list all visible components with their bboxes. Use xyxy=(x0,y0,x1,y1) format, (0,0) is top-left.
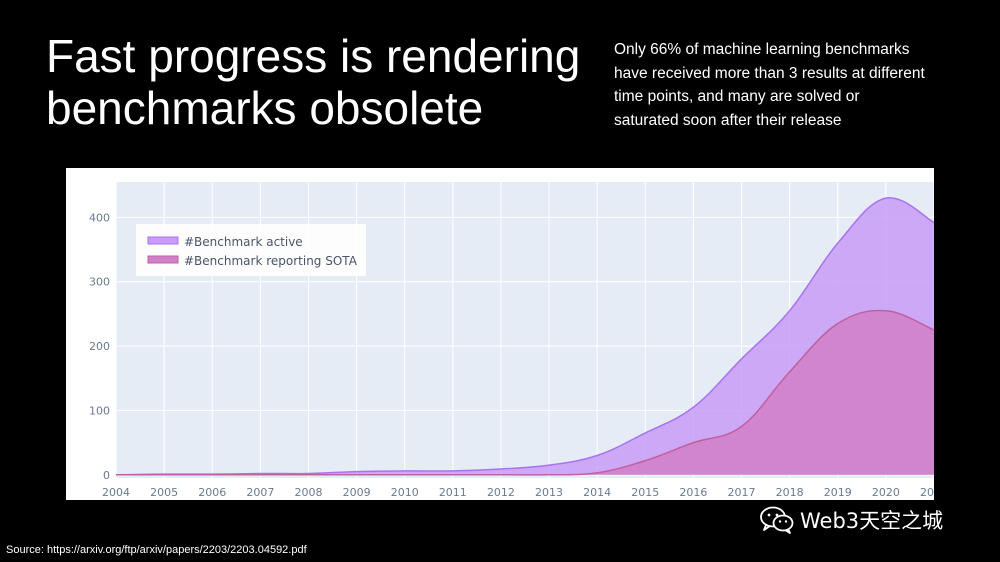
legend-swatch xyxy=(147,255,179,264)
x-tick-label: 2007 xyxy=(246,486,274,499)
benchmark-sota-line xyxy=(116,309,934,476)
x-tick-label: 2015 xyxy=(631,486,659,499)
watermark: Web3天空之城 xyxy=(760,506,943,534)
x-tick-label: 2017 xyxy=(728,486,756,499)
x-tick-label: 2005 xyxy=(150,486,178,499)
x-tick-label: 2006 xyxy=(198,486,226,499)
subtitle-line-2: have received more than 3 results at dif… xyxy=(614,64,925,82)
y-tick-label: 300 xyxy=(89,276,110,289)
title-line-2: benchmarks obsolete xyxy=(46,82,484,134)
chart-legend: #Benchmark active #Benchmark reporting SO… xyxy=(136,224,366,276)
x-axis-ticks: 2004 2005 2006 2007 2008 2009 2010 2011 2012 2013… xyxy=(102,486,934,499)
y-tick-label: 100 xyxy=(89,404,110,417)
x-tick-label: 2009 xyxy=(343,486,371,499)
subtitle-line-4: saturated soon after their release xyxy=(614,111,842,129)
x-tick-label: 2004 xyxy=(102,486,130,499)
x-tick-label: 2012 xyxy=(487,486,515,499)
legend-swatch xyxy=(147,236,179,245)
wechat-icon xyxy=(760,506,794,534)
y-tick-label: 0 xyxy=(103,469,110,482)
slide-title: Fast progress is rendering benchmarks ob… xyxy=(46,30,606,134)
x-tick-label: 2018 xyxy=(776,486,804,499)
title-line-1: Fast progress is rendering xyxy=(46,30,581,82)
legend-label: #Benchmark active xyxy=(184,235,303,249)
area-series xyxy=(115,197,934,476)
source-citation: Source: https://arxiv.org/ftp/arxiv/pape… xyxy=(6,544,307,556)
x-tick-label: 2011 xyxy=(439,486,467,499)
y-tick-label: 200 xyxy=(89,340,110,353)
subtitle-line-1: Only 66% of machine learning benchmarks xyxy=(614,41,910,58)
x-tick-label: 2020 xyxy=(872,486,900,499)
subtitle-line-3: time points, and many are solved or xyxy=(614,88,860,105)
chart-panel: 0 100 200 300 400 2004 2005 2006 2007 2008 2009 20… xyxy=(66,168,934,500)
y-axis-ticks: 0 100 200 300 400 xyxy=(89,211,110,481)
y-tick-label: 400 xyxy=(89,211,110,224)
benchmark-active-area xyxy=(116,197,934,475)
slide-subtitle: Only 66% of machine learning benchmarks … xyxy=(614,38,974,132)
watermark-text: Web3天空之城 xyxy=(800,509,944,533)
x-tick-label: 2021 xyxy=(920,486,934,499)
x-tick-label: 2013 xyxy=(535,486,563,499)
benchmark-active-line xyxy=(115,197,934,476)
legend-box xyxy=(136,224,366,276)
x-tick-label: 2014 xyxy=(583,486,611,499)
legend-label: #Benchmark reporting SOTA xyxy=(184,254,358,268)
x-tick-label: 2008 xyxy=(294,486,322,499)
x-tick-label: 2016 xyxy=(679,486,707,499)
x-tick-label: 2019 xyxy=(824,486,852,499)
x-tick-label: 2010 xyxy=(391,486,419,499)
